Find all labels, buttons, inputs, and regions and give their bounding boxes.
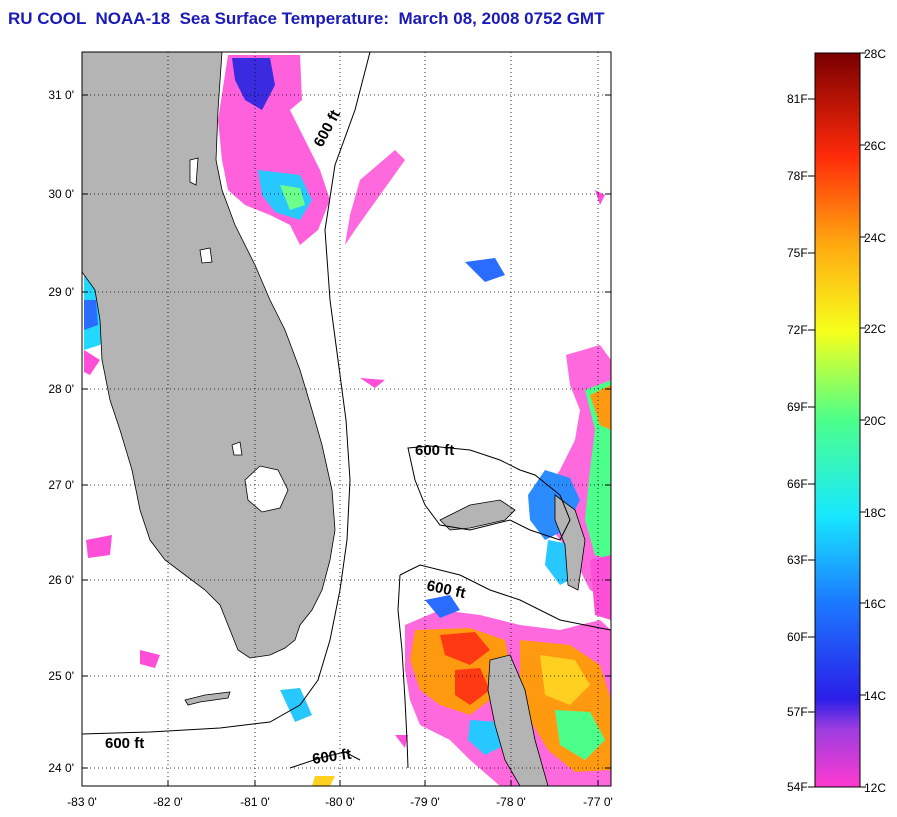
colorbar-c-label: 14C (864, 689, 886, 703)
colorbar-f-label: 54F (787, 780, 808, 794)
colorbar-f-label: 60F (787, 630, 808, 644)
lat-label: 27 0' (48, 478, 74, 492)
lon-label: -78 0' (496, 795, 526, 809)
isobath-little-bahama-bank (407, 445, 571, 541)
map-frame (81, 51, 612, 787)
colorbar-f-label: 57F (787, 705, 808, 719)
lat-label: 25 0' (48, 669, 74, 683)
contour-label-south: 600 ft (311, 746, 352, 768)
colorbar-c-label: 12C (864, 781, 886, 795)
abaco-island (554, 494, 586, 591)
lat-label: 31 0' (48, 88, 74, 102)
lake-okeechobee (244, 465, 289, 513)
colorbar-f-label: 63F (787, 553, 808, 567)
land-layer (82, 52, 586, 786)
colorbar-f-label: 81F (787, 92, 808, 106)
contour-label-little-bahama: 600 ft (415, 442, 454, 459)
lat-label: 26 0' (48, 573, 74, 587)
lon-label: -77 0' (583, 795, 613, 809)
colorbar-c-label: 28C (864, 47, 886, 61)
grand-bahama (439, 499, 516, 531)
longitude-labels: -83 0' -82 0' -81 0' -80 0' -79 0' -78 0… (67, 795, 613, 809)
colorbar-c-label: 16C (864, 597, 886, 611)
latitude-labels: 31 0' 30 0' 29 0' 28 0' 27 0' 26 0' 25 0… (48, 88, 74, 775)
isobath-south (289, 751, 361, 769)
florida-keys (184, 691, 231, 706)
lat-label: 24 0' (48, 761, 74, 775)
colorbar-f-label: 66F (787, 477, 808, 491)
map-ticks (82, 94, 611, 786)
colorbar-c-label: 26C (864, 139, 886, 153)
lon-label: -83 0' (67, 795, 97, 809)
colorbar-c-label: 20C (864, 414, 886, 428)
isobath-great-bahama-bank (397, 564, 611, 769)
lat-label: 28 0' (48, 382, 74, 396)
contour-label-southwest: 600 ft (105, 735, 144, 752)
lat-label: 29 0' (48, 285, 74, 299)
lon-label: -81 0' (240, 795, 270, 809)
lat-label: 30 0' (48, 187, 74, 201)
colorbar-gradient (814, 52, 861, 788)
andros-island (487, 654, 549, 786)
colorbar-f-label: 78F (787, 169, 808, 183)
colorbar: 81F 78F 75F 72F 69F 66F 63F 60F 57F 54F … (787, 47, 886, 795)
map-grid (82, 52, 611, 786)
lon-label: -80 0' (325, 795, 355, 809)
colorbar-f-label: 69F (787, 400, 808, 414)
isobath-contours (82, 52, 611, 769)
colorbar-f-label: 75F (787, 246, 808, 260)
lon-label: -79 0' (410, 795, 440, 809)
colorbar-c-label: 22C (864, 322, 886, 336)
map-title: RU COOL NOAA-18 Sea Surface Temperature:… (8, 9, 605, 28)
lon-label: -82 0' (153, 795, 183, 809)
isobath-florida (82, 52, 371, 735)
colorbar-f-label: 72F (787, 323, 808, 337)
colorbar-c-label: 18C (864, 506, 886, 520)
colorbar-c-label: 24C (864, 231, 886, 245)
